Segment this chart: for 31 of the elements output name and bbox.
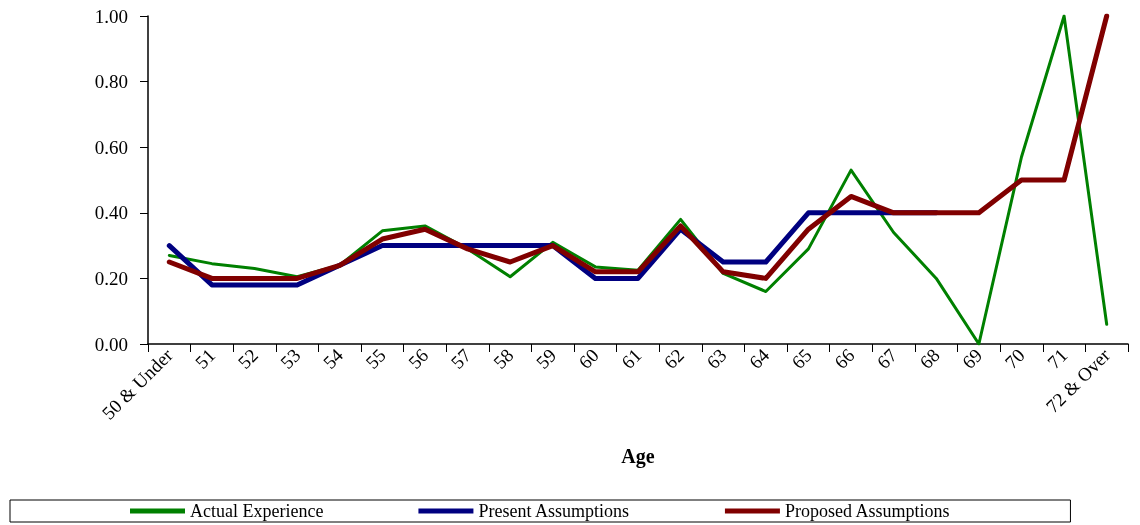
x-tick-label: 57 (446, 344, 475, 373)
x-axis-title: Age (621, 445, 655, 468)
x-tick-label: 71 (1043, 344, 1072, 373)
legend-label: Actual Experience (190, 501, 324, 521)
x-tick-label: 66 (830, 344, 859, 373)
y-tick-label: 0.00 (94, 333, 128, 355)
x-tick-label: 69 (958, 344, 987, 373)
x-tick-label: 54 (318, 344, 348, 373)
x-tick-label: 67 (872, 344, 902, 373)
x-tick-label: 62 (659, 344, 689, 373)
x-tick-label: 64 (744, 344, 774, 373)
x-tick-label: 61 (617, 344, 646, 373)
y-tick-label: 0.80 (94, 71, 128, 93)
x-tick-label: 68 (915, 344, 944, 373)
y-tick-label: 0.20 (94, 267, 128, 289)
y-tick-label: 0.40 (94, 202, 128, 224)
x-tick-label: 56 (404, 344, 433, 373)
x-tick-label: 60 (574, 344, 603, 373)
x-tick-label: 52 (233, 344, 262, 373)
y-tick-label: 1.00 (94, 5, 128, 27)
x-tick-label: 70 (1000, 344, 1029, 373)
legend-label: Present Assumptions (478, 501, 629, 521)
x-tick-label: 63 (702, 344, 731, 373)
y-tick-label: 0.60 (94, 136, 128, 158)
legend-label: Proposed Assumptions (784, 501, 950, 521)
x-tick-label: 51 (191, 344, 220, 373)
x-tick-label: 65 (787, 344, 816, 373)
x-tick-label: 53 (276, 344, 305, 373)
x-tick-label: 59 (531, 344, 561, 373)
x-tick-label: 58 (489, 344, 518, 373)
x-tick-label: 55 (361, 344, 390, 373)
